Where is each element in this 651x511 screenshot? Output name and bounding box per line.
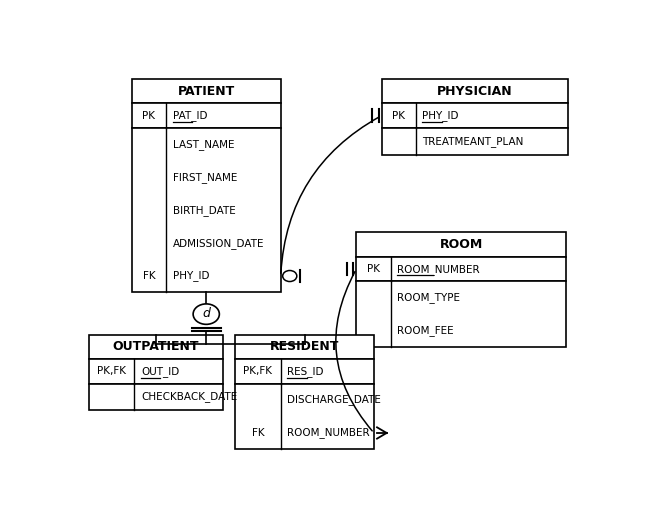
Text: ROOM_TYPE: ROOM_TYPE	[397, 292, 460, 303]
Circle shape	[193, 304, 219, 324]
Bar	[132, 103, 281, 128]
Bar	[132, 128, 281, 292]
Text: DISCHARGE_DATE: DISCHARGE_DATE	[287, 394, 381, 406]
Text: PK,FK: PK,FK	[97, 366, 126, 377]
Text: FK: FK	[252, 428, 264, 438]
Text: PHYSICIAN: PHYSICIAN	[437, 85, 513, 98]
Circle shape	[283, 270, 297, 282]
Bar	[235, 359, 374, 384]
Text: PAT_ID: PAT_ID	[173, 110, 207, 121]
Text: PK: PK	[143, 110, 156, 121]
Text: RESIDENT: RESIDENT	[270, 340, 339, 354]
Bar	[235, 384, 374, 450]
Text: ROOM: ROOM	[439, 238, 482, 251]
Text: PHY_ID: PHY_ID	[422, 110, 459, 121]
Bar	[89, 335, 223, 359]
Bar	[381, 103, 568, 128]
Text: ROOM_NUMBER: ROOM_NUMBER	[397, 264, 480, 274]
Text: PATIENT: PATIENT	[178, 85, 235, 98]
Text: OUT_ID: OUT_ID	[141, 366, 179, 377]
Bar	[89, 359, 223, 384]
Text: RES_ID: RES_ID	[287, 366, 324, 377]
Bar	[132, 79, 281, 103]
Bar	[235, 335, 374, 359]
Text: BIRTH_DATE: BIRTH_DATE	[173, 205, 236, 216]
Text: LAST_NAME: LAST_NAME	[173, 139, 234, 150]
Text: ROOM_NUMBER: ROOM_NUMBER	[287, 428, 370, 438]
Text: TREATMEANT_PLAN: TREATMEANT_PLAN	[422, 136, 524, 147]
Bar	[356, 233, 566, 257]
Bar	[381, 128, 568, 155]
Text: PK: PK	[392, 110, 405, 121]
Bar	[356, 257, 566, 281]
Text: PHY_ID: PHY_ID	[173, 270, 209, 282]
Bar	[356, 281, 566, 347]
Bar	[89, 384, 223, 410]
Text: FK: FK	[143, 271, 156, 281]
Text: ADMISSION_DATE: ADMISSION_DATE	[173, 238, 264, 248]
Text: OUTPATIENT: OUTPATIENT	[113, 340, 199, 354]
Text: FIRST_NAME: FIRST_NAME	[173, 172, 237, 182]
Bar	[381, 79, 568, 103]
Text: d: d	[202, 307, 210, 320]
Text: CHECKBACK_DATE: CHECKBACK_DATE	[141, 391, 237, 403]
Text: ROOM_FEE: ROOM_FEE	[397, 325, 454, 336]
Text: PK: PK	[367, 264, 380, 274]
Text: PK,FK: PK,FK	[243, 366, 273, 377]
FancyArrowPatch shape	[336, 271, 372, 431]
FancyArrowPatch shape	[281, 117, 379, 273]
